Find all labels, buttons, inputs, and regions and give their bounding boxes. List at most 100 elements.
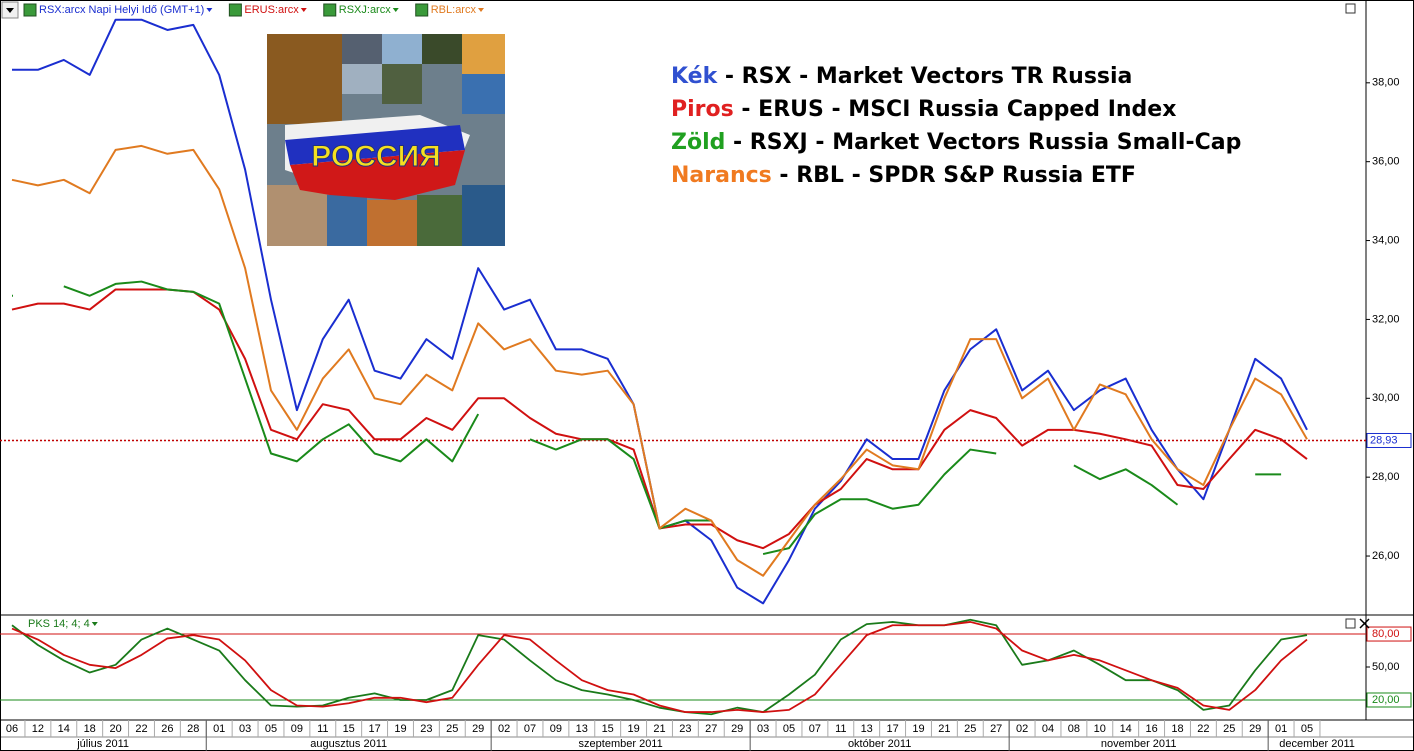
tick-label-box xyxy=(1366,626,1412,642)
legend-dropdown xyxy=(392,8,399,12)
x-tick-label: 17 xyxy=(368,723,380,735)
annotation-keyword: Kék xyxy=(671,64,719,89)
x-tick-label: 06 xyxy=(6,723,18,735)
annotation-text: - ERUS - MSCI Russia Capped Index xyxy=(734,97,1177,122)
x-tick-label: 19 xyxy=(912,723,924,735)
x-tick-label: 09 xyxy=(550,723,562,735)
y-tick-label: 50,00 xyxy=(1372,661,1400,673)
series-line xyxy=(11,144,1308,577)
series-line xyxy=(1073,464,1179,506)
legend-entry: ERUS:arcx xyxy=(244,4,299,16)
x-tick-label: 26 xyxy=(161,723,173,735)
y-tick-label: 80,00 xyxy=(1372,628,1400,640)
reference-label-box xyxy=(1366,432,1412,448)
annotation-keyword: Piros xyxy=(671,97,734,122)
annotation-text: - RSXJ - Market Vectors Russia Small-Cap xyxy=(725,130,1241,155)
x-tick-label: 02 xyxy=(498,723,510,735)
x-tick-label: 13 xyxy=(861,723,873,735)
legend-dropdown xyxy=(206,8,213,12)
x-tick-label: 29 xyxy=(731,723,743,735)
collage-label: РОССИЯ xyxy=(311,140,440,173)
x-tick-label: 27 xyxy=(990,723,1002,735)
series-line xyxy=(63,280,480,463)
panel-maximize xyxy=(1345,618,1356,629)
x-tick-label: 23 xyxy=(420,723,432,735)
y-tick-label: 36,00 xyxy=(1372,156,1400,168)
legend-entry: RSXJ:arcx xyxy=(339,4,391,16)
tick-label-box xyxy=(1366,692,1412,708)
series-line xyxy=(529,438,712,530)
y-tick-label: 26,00 xyxy=(1372,550,1400,562)
month-label: július 2011 xyxy=(76,738,129,750)
legend-dropdown xyxy=(477,8,484,12)
series-line xyxy=(11,618,1308,716)
x-tick-label: 05 xyxy=(1301,723,1313,735)
x-tick-label: 11 xyxy=(317,723,328,735)
x-tick-label: 11 xyxy=(835,723,846,735)
toolbar xyxy=(1,1,1356,19)
annotation-block: Kék - RSX - Market Vectors TR Russia Piro… xyxy=(671,64,1241,188)
x-tick-label: 18 xyxy=(84,723,96,735)
x-tick-label: 16 xyxy=(1145,723,1157,735)
x-tick-label: 03 xyxy=(239,723,251,735)
x-tick-label: 10 xyxy=(1094,723,1106,735)
x-tick-label: 21 xyxy=(938,723,950,735)
y-tick-label: 38,00 xyxy=(1372,77,1400,89)
annotation: Narancs - RBL - SPDR S&P Russia ETF xyxy=(671,163,1136,188)
annotation-text: - RSX - Market Vectors TR Russia xyxy=(717,64,1132,89)
x-tick-label: 25 xyxy=(964,723,976,735)
x-tick-label: 29 xyxy=(472,723,484,735)
x-tick-label: 09 xyxy=(291,723,303,735)
x-tick-label: 18 xyxy=(1171,723,1183,735)
x-tick-label: 27 xyxy=(705,723,717,735)
legend-entry: RSX:arcx Napi Helyi Idő (GMT+1) xyxy=(39,4,204,16)
x-tick-label: 05 xyxy=(783,723,795,735)
x-tick-label: 13 xyxy=(576,723,588,735)
x-tick-label: 02 xyxy=(1016,723,1028,735)
month-label: szeptember 2011 xyxy=(579,738,663,750)
legend-icon xyxy=(23,3,37,17)
x-tick-label: 19 xyxy=(627,723,639,735)
indicator-title: PKS 14; 4; 4 xyxy=(28,618,90,630)
x-tick-label: 05 xyxy=(265,723,277,735)
y-tick-label: 30,00 xyxy=(1372,392,1400,404)
legend-entry: RBL:arcx xyxy=(431,4,477,16)
annotation: Zöld - RSXJ - Market Vectors Russia Smal… xyxy=(671,130,1241,155)
x-tick-label: 03 xyxy=(757,723,769,735)
russia-collage: РОССИЯ xyxy=(267,34,505,246)
legend-icon xyxy=(323,3,337,17)
x-tick-label: 08 xyxy=(1068,723,1080,735)
indicator-dropdown xyxy=(91,622,98,626)
x-tick-label: 17 xyxy=(886,723,898,735)
right-axis-bg xyxy=(1366,0,1414,720)
x-tick-label: 22 xyxy=(1197,723,1209,735)
x-tick-label: 01 xyxy=(213,723,225,735)
legend-icon xyxy=(415,3,429,17)
month-label: augusztus 2011 xyxy=(310,738,387,750)
x-tick-label: 07 xyxy=(809,723,821,735)
x-tick-label: 15 xyxy=(343,723,355,735)
month-label: október 2011 xyxy=(848,738,911,750)
series-line xyxy=(11,621,1308,713)
x-tick-label: 29 xyxy=(1249,723,1261,735)
x-tick-label: 25 xyxy=(1223,723,1235,735)
x-tick-label: 25 xyxy=(446,723,458,735)
x-tick-label: 07 xyxy=(524,723,536,735)
annotation-keyword: Zöld xyxy=(671,130,725,155)
x-tick-label: 28 xyxy=(187,723,199,735)
legend-icon xyxy=(228,3,242,17)
y-tick-label: 32,00 xyxy=(1372,313,1400,325)
reference-label: 28,93 xyxy=(1370,434,1398,446)
panel-close xyxy=(1359,618,1370,629)
x-tick-label: 01 xyxy=(1275,723,1287,735)
x-tick-label: 20 xyxy=(109,723,121,735)
x-tick-label: 12 xyxy=(32,723,44,735)
annotation: Piros - ERUS - MSCI Russia Capped Index xyxy=(671,97,1176,122)
y-tick-label: 34,00 xyxy=(1372,234,1400,246)
x-tick-label: 14 xyxy=(1120,723,1132,735)
annotation-keyword: Narancs xyxy=(671,163,772,188)
y-tick-label: 20,00 xyxy=(1372,694,1400,706)
month-label: november 2011 xyxy=(1101,738,1177,750)
